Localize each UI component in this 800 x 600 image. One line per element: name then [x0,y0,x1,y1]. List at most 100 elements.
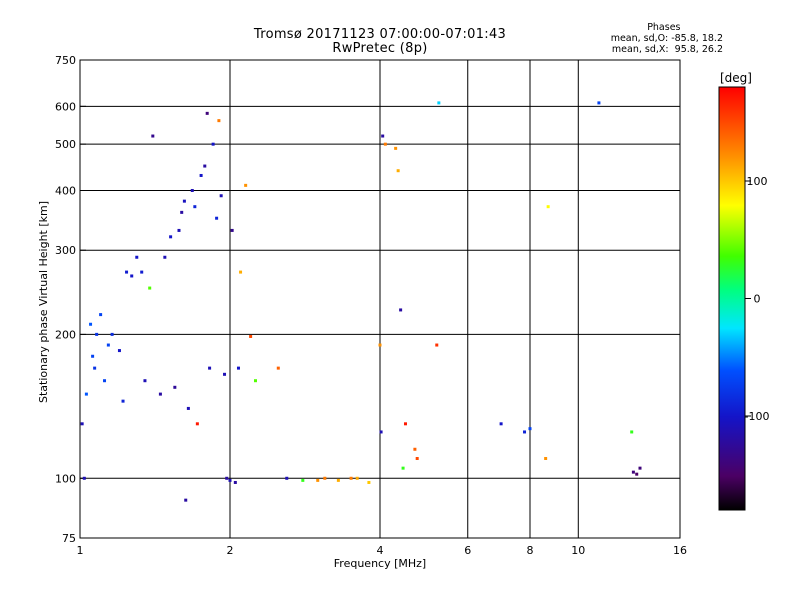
y-tick-label: 600 [55,100,76,113]
data-point [285,476,289,480]
plot-frame [79,59,681,539]
data-point [143,379,147,383]
data-point [236,366,240,370]
phase-stats-x: mean, sd,X: 95.8, 26.2 [611,44,723,55]
data-point [396,169,400,173]
colorbar-gradient [718,86,746,511]
data-point [80,422,84,426]
grid-lines [80,60,680,538]
data-point [180,210,184,214]
y-axis-label: Stationary phase Virtual Height [km] [37,201,50,403]
data-point [528,427,532,431]
data-point [435,343,439,347]
data-point [323,476,327,480]
data-point [130,274,134,278]
x-axis: 1 2 4 6 8 10 16 [77,544,688,557]
data-point [437,101,441,105]
x-tick-label: 6 [464,544,471,557]
data-point [121,399,125,403]
x-tick-label: 1 [77,544,84,557]
data-point [193,205,197,209]
phase-heading: Phases [647,22,681,33]
data-point [399,308,403,312]
y-tick-label: 500 [55,138,76,151]
data-point [151,134,155,138]
data-point [190,188,194,192]
colorbar-label: [deg] [720,71,752,85]
data-point [223,372,227,376]
data-point [163,255,167,259]
x-tick-label: 16 [673,544,687,557]
colorbar-tick-label: 0 [754,293,761,306]
data-point [276,366,280,370]
data-point [401,466,405,470]
data-point [349,476,353,480]
data-point [233,480,237,484]
data-point [110,332,114,336]
data-point [249,334,253,338]
data-point [211,142,215,146]
data-point [82,476,86,480]
data-point [89,322,93,326]
data-point [225,476,229,480]
data-point [195,422,199,426]
data-point [84,392,88,396]
data-point [186,406,190,410]
data-point [217,119,221,123]
data-point [499,422,503,426]
data-point [99,313,103,317]
data-point [228,478,232,482]
data-point [177,228,181,232]
data-point [244,183,248,187]
data-point [301,478,305,482]
data-point [117,349,121,353]
data-point [630,430,634,434]
colorbar-tick-label: 100 [747,175,768,188]
data-point [381,134,385,138]
data-point [253,379,257,383]
x-tick-label: 10 [571,544,585,557]
data-point [184,498,188,502]
data-point [239,270,243,274]
y-tick-label: 750 [55,54,76,67]
data-point [135,255,139,259]
data-point [383,142,387,146]
data-point [169,235,173,239]
colorbar: [deg] 100 0 -100 [718,71,770,511]
data-point [208,366,212,370]
data-point [316,478,320,482]
data-point [93,366,97,370]
data-point [182,199,186,203]
data-point [219,194,223,198]
data-point [638,466,642,470]
data-point [205,111,209,115]
y-tick-label: 300 [55,244,76,257]
data-point [523,430,527,434]
data-point [379,430,383,434]
colorbar-tick-label: -100 [745,410,770,423]
data-point [544,456,548,460]
data-point [95,332,99,336]
data-point [631,470,635,474]
data-points [80,101,642,502]
data-point [336,478,340,482]
y-tick-label: 200 [55,328,76,341]
data-point [125,270,129,274]
x-tick-label: 4 [377,544,384,557]
chart-title: Tromsø 20171123 07:00:00-07:01:43 [253,27,507,42]
y-tick-label: 400 [55,184,76,197]
data-point [106,343,110,347]
data-point [355,476,359,480]
y-axis: 75 100 200 300 400 500 600 750 [55,54,86,545]
data-point [635,472,639,476]
data-point [394,146,398,150]
phase-stats-o: mean, sd,O: -85.8, 18.2 [610,33,723,44]
data-point [173,385,177,389]
data-point [546,205,550,209]
phase-statistics: Phases mean, sd,O: -85.8, 18.2 mean, sd,… [611,22,723,55]
x-tick-label: 2 [227,544,234,557]
data-point [378,343,382,347]
x-tick-label: 8 [527,544,534,557]
y-tick-label: 100 [55,472,76,485]
